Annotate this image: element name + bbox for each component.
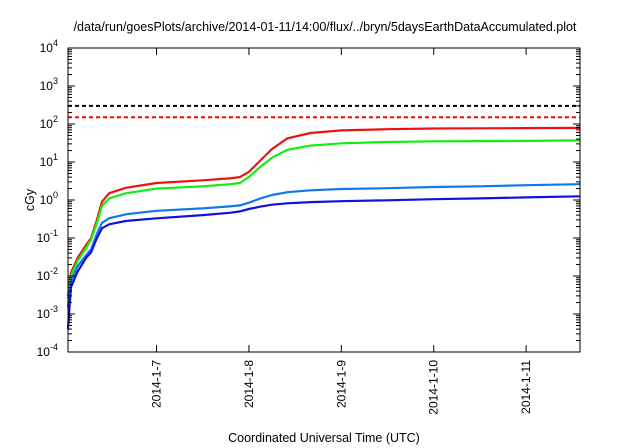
y-axis-label: cGy (23, 188, 37, 211)
x-tick-label: 2014-1-9 (334, 360, 348, 408)
x-tick-labels: 2014-1-7 2014-1-8 2014-1-9 2014-1-10 2014-1-… (150, 360, 534, 415)
x-axis-label: Coordinated Universal Time (UTC) (228, 431, 420, 445)
y-tick-label: 104 (40, 38, 58, 55)
y-tick-label: 10-1 (37, 228, 58, 245)
reference-lines (68, 104, 580, 119)
series-line-1 (66, 139, 581, 300)
x-tick-label: 2014-1-10 (427, 360, 441, 415)
y-tick-label: 10-2 (37, 266, 58, 283)
y-tick-label: 103 (40, 76, 58, 93)
y-tick-label: 10-4 (37, 342, 58, 359)
y-tick-labels: 10-4 10-3 10-2 10-1 100 101 102 103 104 (37, 38, 58, 359)
series-line-2 (66, 183, 581, 308)
axis-ticks (68, 47, 580, 353)
y-tick-label: 10-3 (37, 304, 58, 321)
x-tick-label: 2014-1-11 (519, 360, 533, 414)
x-tick-label: 2014-1-8 (242, 360, 256, 408)
y-tick-label: 100 (40, 190, 58, 207)
x-tick-label: 2014-1-7 (150, 360, 164, 408)
y-tick-label: 101 (40, 152, 58, 169)
series-lines (66, 126, 581, 330)
series-line-3 (66, 195, 581, 330)
plot-frame (67, 47, 581, 353)
y-tick-label: 102 (40, 114, 58, 131)
chart-title: /data/run/goesPlots/archive/2014-01-11/1… (74, 20, 577, 34)
